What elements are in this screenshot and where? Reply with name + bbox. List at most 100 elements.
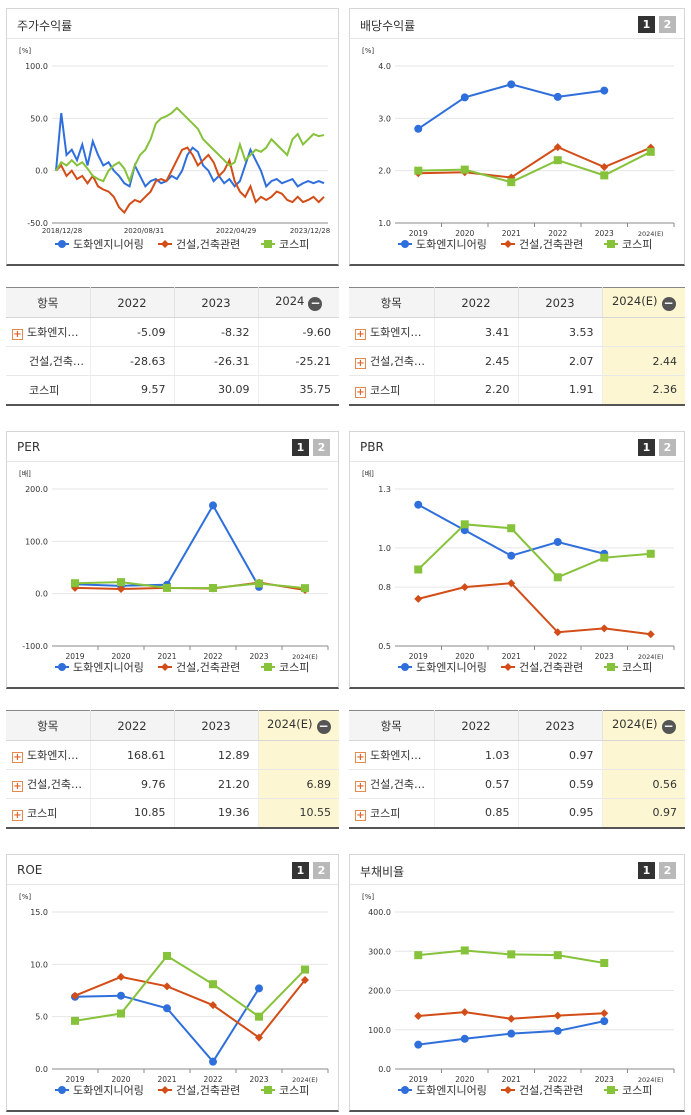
value-cell [258,740,339,770]
expand-icon[interactable]: + [355,752,366,763]
per-table: 항목 2022 2023 2024(E) − + 도화엔지… 168.61 12.8… [6,710,339,829]
dividend-yield-table: 항목 2022 2023 2024(E) − + 도화엔지… 3.41 3.53 +… [349,287,685,406]
value-cell: 3.53 [518,317,603,347]
page-selector: 1 2 [638,16,676,33]
value-cell: 2.20 [434,375,519,405]
data-point [460,946,469,955]
expand-icon[interactable]: + [355,329,366,340]
row-name: 도화엔지… [27,749,79,762]
page-2-button[interactable]: 2 [659,862,676,879]
value-cell: 2.07 [518,346,603,376]
data-point [414,565,423,574]
stock-return-table: 항목 2022 2023 2024− + 도화엔지… -5.09 -8.32 -9… [6,287,339,406]
data-point [600,163,609,172]
col-header-2022: 2022 [434,710,519,741]
collapse-icon[interactable]: − [308,296,323,311]
row-name-cell[interactable]: + 코스피 [6,798,91,828]
page-2-button[interactable]: 2 [659,16,676,33]
page-1-button[interactable]: 1 [638,862,655,879]
expand-icon[interactable]: + [12,329,23,340]
value-cell: 30.09 [174,375,259,405]
data-point [646,147,655,156]
row-name-cell[interactable]: + 건설,건축… [349,346,435,376]
data-point [161,663,169,671]
data-point [460,520,469,529]
page-1-button[interactable]: 1 [292,439,309,456]
value-cell: 2.44 [602,346,685,376]
x-tick-label: 2020/08/31 [124,227,164,235]
x-tick-label: 2021 [157,652,176,661]
data-point [301,584,309,593]
data-point [460,93,469,102]
row-name-cell[interactable]: + 건설,건축… [6,769,91,799]
page-2-button[interactable]: 2 [313,439,330,456]
data-point [414,951,423,960]
page-1-button[interactable]: 1 [638,16,655,33]
data-point [161,240,169,248]
y-tick-label: 0.0 [35,167,48,176]
expand-icon[interactable]: + [12,781,23,792]
legend-label: 도화엔지니어링 [73,1084,144,1097]
y-axis-unit: [%] [19,47,31,55]
value-cell: 2.36 [602,375,685,405]
row-name-cell[interactable]: + 코스피 [349,375,435,405]
data-point [163,1004,171,1013]
value-cell: 3.41 [434,317,519,347]
data-point [553,573,562,582]
x-tick-label: 2020 [111,1075,130,1084]
page-2-button[interactable]: 2 [313,862,330,879]
panel-title: 배당수익률 [360,19,416,33]
value-cell: 1.03 [434,740,519,770]
table-header-row: 항목 2022 2023 2024(E) − [349,710,685,741]
col-header-2024e: 2024(E) − [602,287,685,318]
data-point [255,579,263,588]
data-point [117,578,125,587]
collapse-icon[interactable]: − [661,719,676,734]
y-tick-label: 0.0 [35,590,48,599]
y-tick-label: 1.0 [378,544,391,553]
x-tick-label: 2023 [249,652,268,661]
row-name: 코스피 [370,806,401,820]
expand-icon[interactable]: + [12,809,23,821]
row-name-cell[interactable]: + 도화엔지… [349,740,435,770]
row-name-cell[interactable]: + 코스피 [349,798,435,828]
data-point [600,959,609,968]
data-point [600,1009,609,1018]
series-line [55,106,325,184]
data-point [401,240,409,248]
value-cell: 0.59 [518,769,603,799]
page-1-button[interactable]: 1 [292,862,309,879]
expand-icon[interactable]: + [355,781,366,792]
expand-icon[interactable]: + [355,358,366,369]
data-point [71,579,79,588]
x-tick-label: 2023 [595,1075,614,1084]
x-tick-label: 2021 [502,229,521,238]
page-2-button[interactable]: 2 [659,439,676,456]
data-point [264,240,272,248]
value-cell: -9.60 [258,317,339,347]
expand-icon[interactable]: + [355,386,366,398]
x-tick-label: 2021 [502,652,521,661]
row-name-cell[interactable]: + 도화엔지… [6,740,91,770]
row-name-cell[interactable]: + 도화엔지… [349,317,435,347]
value-cell: -8.32 [174,317,259,347]
expand-icon[interactable]: + [12,752,23,763]
data-point [507,524,516,533]
collapse-icon[interactable]: − [316,719,331,734]
y-tick-label: 300.0 [368,947,391,956]
x-tick-label: 2022 [548,229,567,238]
page-selector: 1 2 [292,439,330,456]
y-tick-label: 200.0 [368,987,391,996]
row-name-cell[interactable]: + 도화엔지… [6,317,91,347]
panel-title: ROE [17,863,43,877]
expand-icon[interactable]: + [355,809,366,821]
page-1-button[interactable]: 1 [638,439,655,456]
data-point [414,500,423,509]
row-name-cell[interactable]: + 건설,건축… [349,769,435,799]
y-tick-label: 200.0 [25,485,48,494]
row-name-cell: 건설,건축… [6,346,91,376]
collapse-icon[interactable]: − [661,296,676,311]
col-header-2023: 2023 [174,287,259,318]
data-point [414,124,423,133]
value-cell: -26.31 [174,346,259,376]
